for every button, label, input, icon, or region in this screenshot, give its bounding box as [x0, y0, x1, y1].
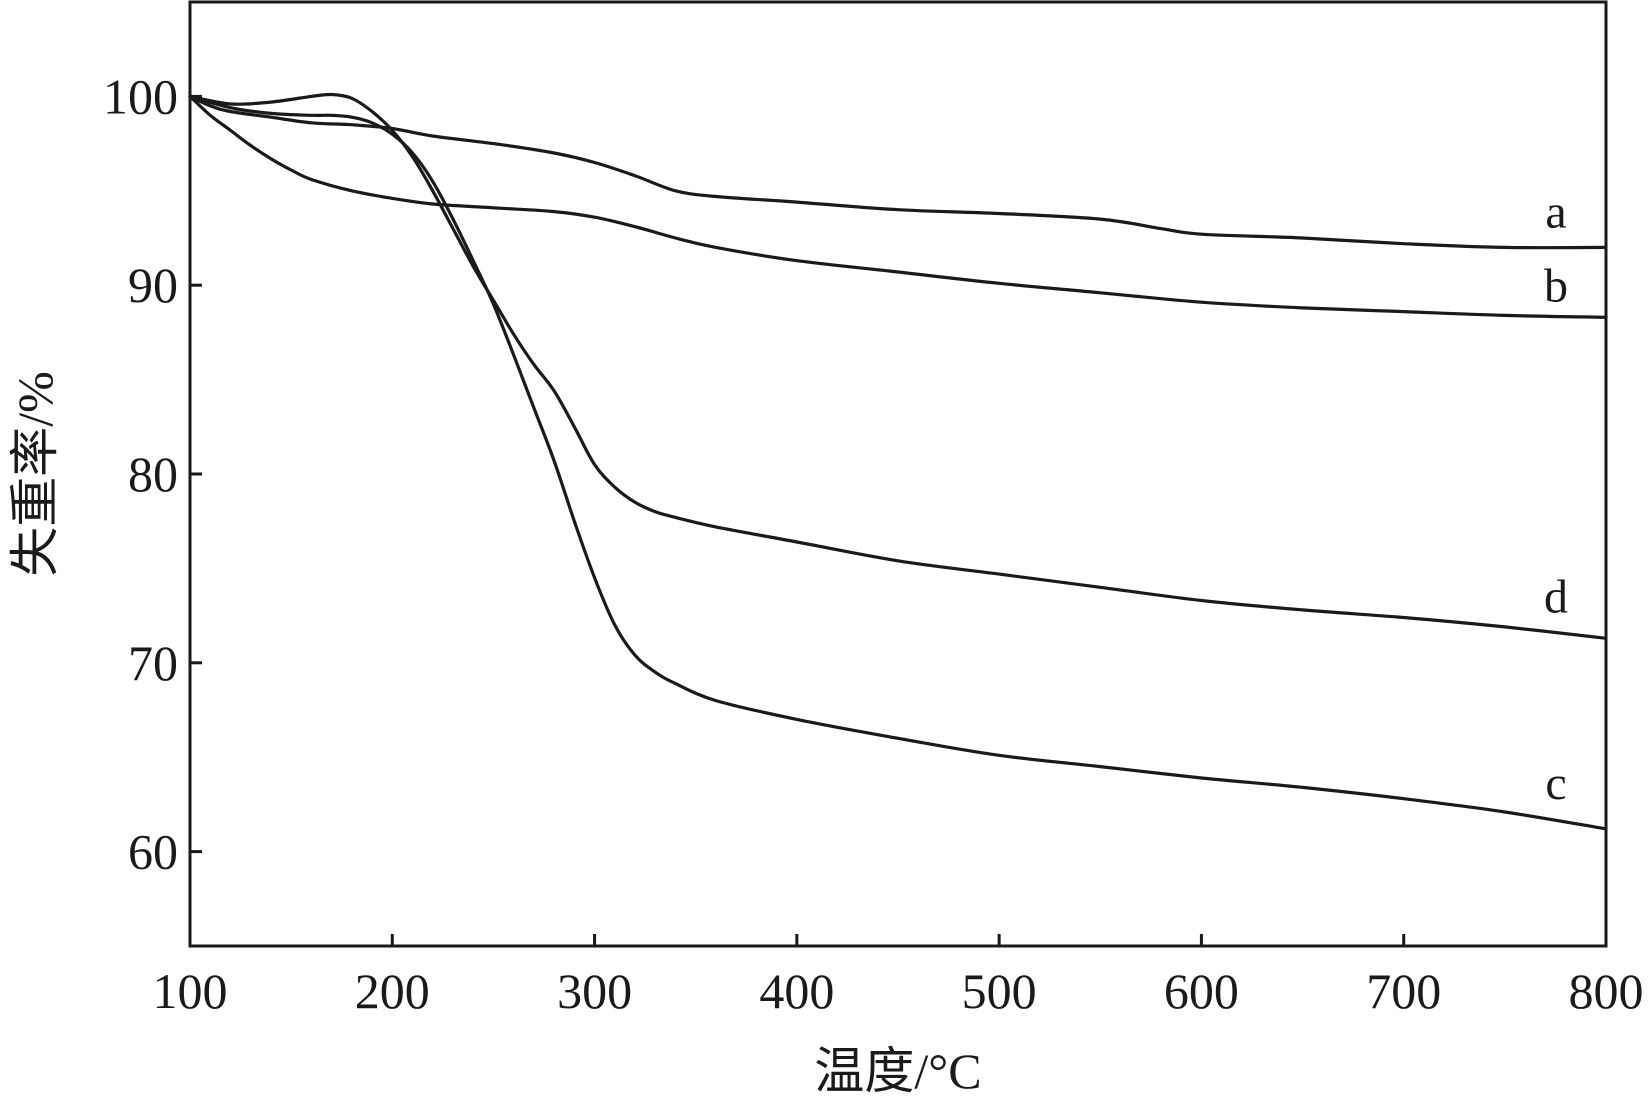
x-tick-label: 100 [153, 963, 228, 1019]
series-line-b [188, 94, 1608, 319]
x-tick-label: 200 [355, 963, 430, 1019]
x-tick-label: 700 [1366, 963, 1441, 1019]
series-line-c [188, 94, 1608, 831]
x-tick-label: 400 [759, 963, 834, 1019]
y-tick-label: 90 [128, 257, 178, 313]
y-axis-ticks: 60 70 80 90 100 [103, 68, 202, 880]
y-tick-label: 70 [128, 635, 178, 691]
x-tick-label: 300 [557, 963, 632, 1019]
y-tick-label: 80 [128, 446, 178, 502]
y-tick-label: 60 [128, 824, 178, 880]
series-line-d [188, 92, 1608, 640]
y-tick-label: 100 [103, 68, 178, 124]
x-tick-label: 600 [1164, 963, 1239, 1019]
series-label-c: c [1545, 757, 1566, 810]
y-axis-title: 失重率/% [7, 371, 63, 577]
series-label-b: b [1544, 259, 1568, 312]
series-label-a: a [1545, 185, 1566, 238]
x-tick-label: 500 [962, 963, 1037, 1019]
series-line-a [188, 94, 1608, 250]
x-axis-ticks: 100 200 300 400 500 600 700 800 [153, 934, 1644, 1019]
x-tick-label: 800 [1569, 963, 1644, 1019]
series-lines [188, 92, 1608, 831]
series-label-d: d [1544, 570, 1568, 623]
series-labels: ab c d [1544, 185, 1568, 810]
x-axis-title: 温度/°C [814, 1043, 981, 1099]
